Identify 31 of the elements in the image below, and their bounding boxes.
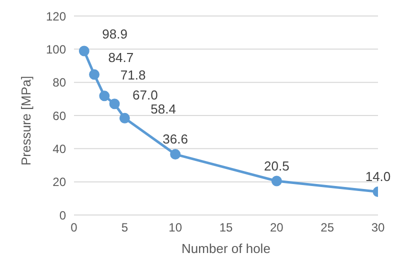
- y-tick-label: 0: [59, 208, 66, 222]
- data-label: 58.4: [150, 102, 176, 117]
- x-axis-title: Number of hole: [182, 241, 270, 256]
- point: [170, 149, 181, 160]
- point: [119, 112, 130, 124]
- data-label: 84.7: [108, 50, 134, 65]
- data-label: 20.5: [264, 158, 290, 174]
- x-tick-label: 25: [320, 220, 334, 235]
- y-tick-label: 20: [52, 175, 66, 190]
- data-label: 36.6: [162, 132, 188, 147]
- data-label: 67.0: [132, 87, 158, 102]
- x-tick-label: 20: [270, 220, 284, 235]
- y-axis-title: Pressure [MPa]: [18, 76, 34, 166]
- data-label: 14.0: [365, 169, 391, 184]
- data-label: 71.8: [120, 67, 146, 82]
- y-tick-label: 40: [52, 142, 66, 156]
- point: [271, 176, 282, 186]
- x-tick-label: 10: [168, 220, 182, 235]
- x-tick-label: 15: [219, 220, 233, 235]
- x-tick-label: 30: [371, 220, 385, 235]
- y-tick-label: 80: [52, 76, 66, 90]
- point: [78, 46, 90, 56]
- x-tick-label: 5: [121, 220, 128, 235]
- data-label: 98.9: [102, 26, 128, 42]
- y-tick-label: 100: [46, 42, 66, 56]
- y-tick-label: 120: [46, 9, 66, 24]
- point: [89, 69, 100, 80]
- point: [109, 98, 120, 110]
- point: [99, 90, 110, 102]
- y-tick-label: 60: [52, 108, 66, 123]
- x-tick-label: 0: [70, 220, 78, 235]
